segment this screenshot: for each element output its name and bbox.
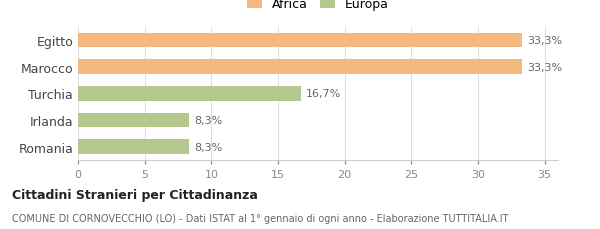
Text: COMUNE DI CORNOVECCHIO (LO) - Dati ISTAT al 1° gennaio di ogni anno - Elaborazio: COMUNE DI CORNOVECCHIO (LO) - Dati ISTAT… <box>12 213 509 223</box>
Text: 33,3%: 33,3% <box>527 62 562 72</box>
Bar <box>78 113 188 128</box>
Bar <box>78 60 522 75</box>
Text: 8,3%: 8,3% <box>194 115 222 125</box>
Text: 8,3%: 8,3% <box>194 142 222 152</box>
Legend: Africa, Europa: Africa, Europa <box>247 0 389 11</box>
Text: 16,7%: 16,7% <box>306 89 341 99</box>
Text: Cittadini Stranieri per Cittadinanza: Cittadini Stranieri per Cittadinanza <box>12 188 258 201</box>
Bar <box>78 140 188 154</box>
Bar <box>78 33 522 48</box>
Bar <box>78 87 301 101</box>
Text: 33,3%: 33,3% <box>527 36 562 46</box>
